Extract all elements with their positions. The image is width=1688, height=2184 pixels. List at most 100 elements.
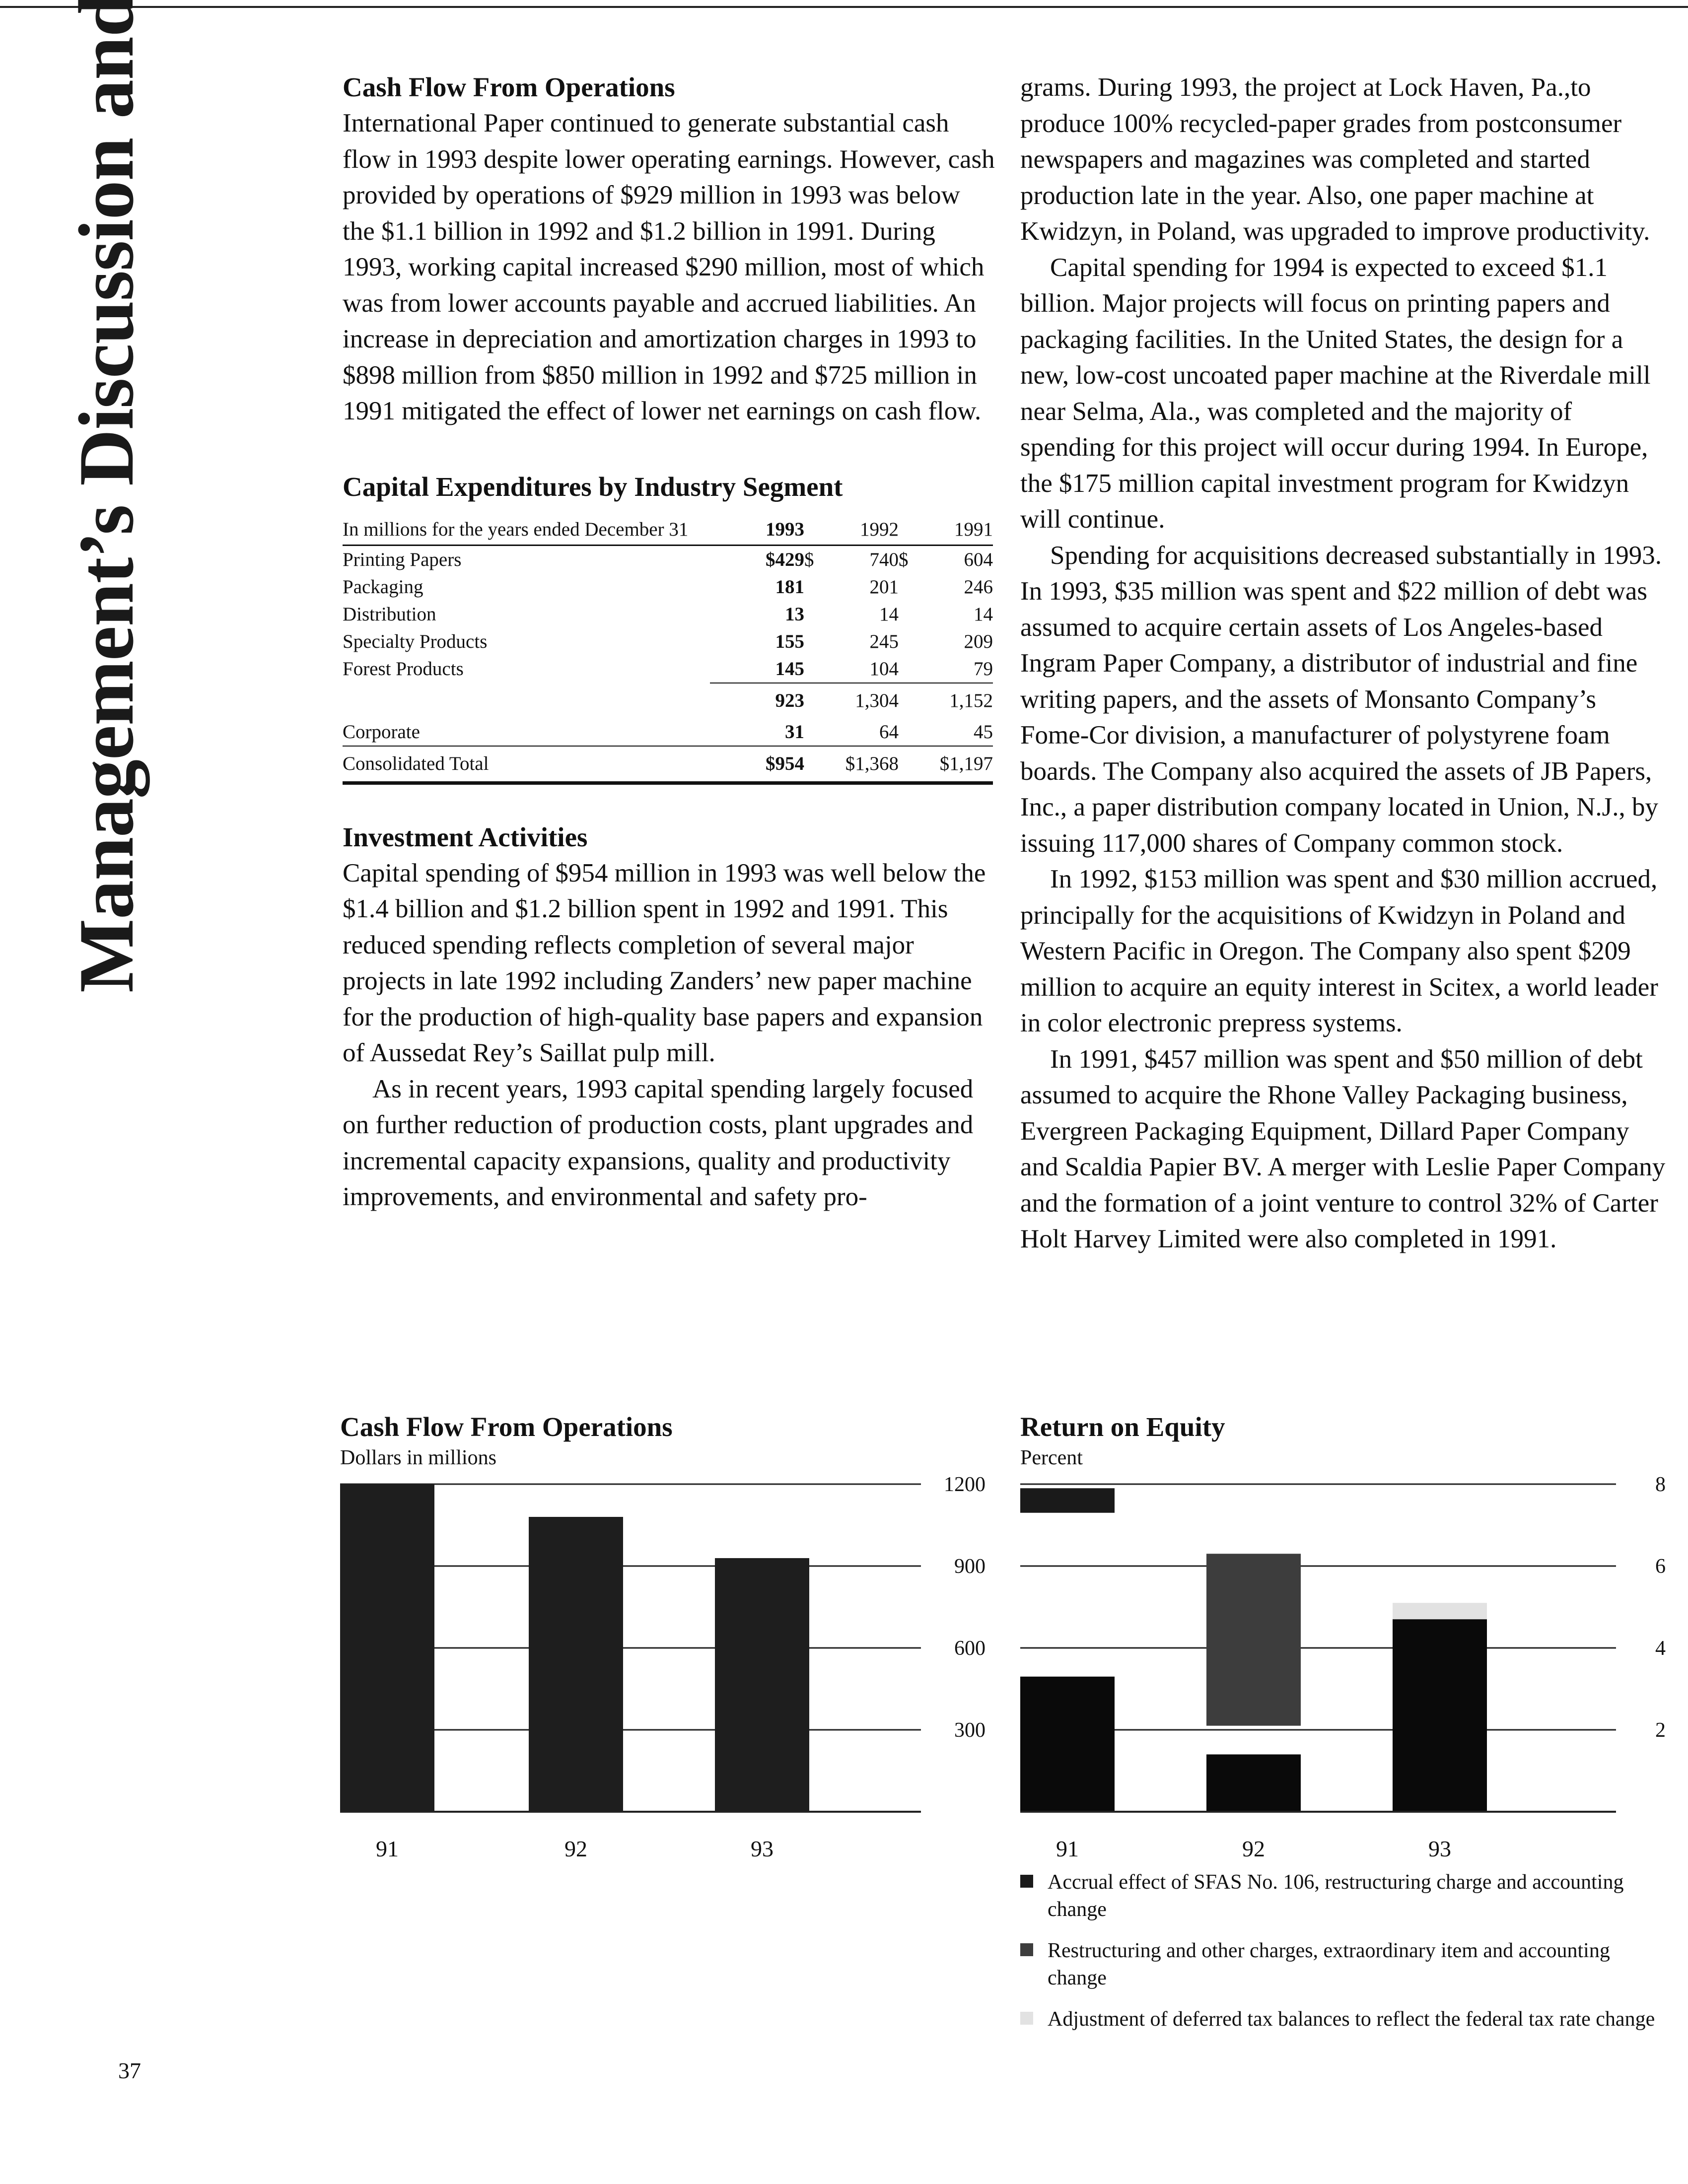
right-paragraph-1: grams. During 1993, the project at Lock … <box>1020 73 1650 246</box>
legend-label: Restructuring and other charges, extraor… <box>1048 1939 1610 1989</box>
bar-segment <box>1206 1554 1301 1726</box>
table-header-1991: 1991 <box>899 514 993 546</box>
legend-swatch <box>1020 2012 1033 2025</box>
investment-heading: Investment Activities <box>343 821 588 852</box>
left-column: Cash Flow From Operations International … <box>343 69 998 1215</box>
x-tick-label: 93 <box>751 1836 774 1861</box>
right-paragraph-3: Spending for acquisitions decreased subs… <box>1020 541 1662 858</box>
y-tick-label: 900 <box>954 1555 985 1578</box>
return-on-equity-chart-plot: 2 4 6 8 91 92 93 <box>1020 1474 1666 1861</box>
x-tick-label: 93 <box>1428 1836 1451 1861</box>
bar <box>529 1517 623 1812</box>
subtotal-label <box>343 683 710 718</box>
total-1993: $954 <box>710 745 804 785</box>
row-value-1991: 14 <box>974 603 993 625</box>
row-value-1991-number: 604 <box>964 548 993 570</box>
row-value-1992: 64 <box>879 721 899 743</box>
return-on-equity-chart: Return on Equity Percent 2 4 6 8 91 92 93 <box>1020 1410 1676 1866</box>
capex-table: In millions for the years ended December… <box>343 514 993 785</box>
table-header-1992: 1992 <box>804 514 899 546</box>
cash-flow-heading: Cash Flow From Operations <box>343 72 675 102</box>
y-tick-label: 300 <box>954 1719 985 1742</box>
row-value-1992-number: 740 <box>869 548 899 570</box>
cash-flow-paragraph: International Paper continued to generat… <box>343 109 995 425</box>
row-label: Corporate <box>343 721 420 743</box>
row-label: Distribution <box>343 603 436 625</box>
legend-label: Adjustment of deferred tax balances to r… <box>1048 2008 1655 2031</box>
y-tick-label: 1200 <box>944 1474 985 1496</box>
chart-subtitle: Dollars in millions <box>340 1446 496 1469</box>
x-tick-label: 92 <box>1242 1836 1265 1861</box>
section-sidebar-title: Management’s Discussion and Analysis <box>63 0 150 993</box>
roe-legend: Accrual effect of SFAS No. 106, restruct… <box>1020 1869 1666 2047</box>
total-1991: $1,197 <box>899 745 993 785</box>
row-value-1993: 31 <box>785 721 804 743</box>
chart-title: Cash Flow From Operations <box>340 1412 673 1442</box>
table-row: Packaging 181 201 246 <box>343 573 993 601</box>
table-row: Specialty Products 155 245 209 <box>343 628 993 655</box>
row-value-1993: 145 <box>775 658 805 680</box>
total-1992: $1,368 <box>804 745 899 785</box>
bar-segment <box>1393 1619 1487 1812</box>
legend-label: Accrual effect of SFAS No. 106, restruct… <box>1048 1871 1624 1921</box>
row-value-1993: 181 <box>775 576 805 598</box>
row-value-1991: 79 <box>974 658 993 680</box>
row-value-1991: 246 <box>964 576 993 598</box>
total-row: Consolidated Total $954 $1,368 $1,197 <box>343 745 993 785</box>
table-row: Distribution 13 14 14 <box>343 601 993 628</box>
total-label: Consolidated Total <box>343 745 710 785</box>
y-tick-label: 4 <box>1655 1637 1666 1660</box>
row-value-1993: $429 <box>766 548 804 570</box>
y-tick-label: 600 <box>954 1637 985 1660</box>
subtotal-row: 923 1,304 1,152 <box>343 682 993 718</box>
row-value-1992: $740 <box>804 545 899 573</box>
row-value-1993: 13 <box>785 603 804 625</box>
investment-paragraph-2: As in recent years, 1993 capital spendin… <box>343 1074 974 1212</box>
bar-segment <box>1020 1488 1115 1513</box>
legend-item: Adjustment of deferred tax balances to r… <box>1020 2006 1666 2033</box>
bar-segment <box>1020 1676 1115 1812</box>
row-label: Forest Products <box>343 658 464 680</box>
x-tick-label: 92 <box>564 1836 587 1861</box>
subtotal-1991: 1,152 <box>899 682 993 718</box>
legend-item: Accrual effect of SFAS No. 106, restruct… <box>1020 1869 1666 1923</box>
table-header-row: In millions for the years ended December… <box>343 514 993 546</box>
row-value-1991: 209 <box>964 630 993 652</box>
subtotal-1992: 1,304 <box>804 682 899 718</box>
right-paragraph-4: In 1992, $153 million was spent and $30 … <box>1020 865 1658 1037</box>
row-value-1992: 14 <box>879 603 899 625</box>
row-value-1992: 245 <box>869 630 899 652</box>
row-value-1991: $604 <box>899 545 993 573</box>
row-label: Specialty Products <box>343 630 488 652</box>
x-tick-label: 91 <box>376 1836 399 1861</box>
legend-swatch <box>1020 1875 1033 1888</box>
y-tick-label: 8 <box>1655 1474 1666 1496</box>
bar <box>715 1558 809 1812</box>
currency-symbol: $ <box>804 548 814 570</box>
row-label: Printing Papers <box>343 548 462 570</box>
legend-swatch <box>1020 1943 1033 1956</box>
bar-segment <box>1393 1603 1487 1620</box>
row-value-1993: 155 <box>775 630 805 652</box>
table-header-label: In millions for the years ended December… <box>343 514 710 546</box>
chart-subtitle: Percent <box>1020 1446 1083 1469</box>
cash-flow-chart-plot: 300 600 900 1200 91 92 93 <box>340 1474 985 1861</box>
row-label: Packaging <box>343 576 423 598</box>
table-row: Printing Papers $429 $740 $604 <box>343 545 993 573</box>
y-tick-label: 6 <box>1655 1555 1666 1578</box>
chart-title: Return on Equity <box>1020 1412 1225 1442</box>
right-paragraph-2: Capital spending for 1994 is expected to… <box>1020 253 1651 534</box>
table-header-1993: 1993 <box>710 514 804 546</box>
top-rule <box>0 6 1688 8</box>
corporate-row: Corporate 31 64 45 <box>343 718 993 746</box>
table-row: Forest Products 145 104 79 <box>343 655 993 683</box>
page-number: 37 <box>118 2058 141 2083</box>
investment-paragraph-1: Capital spending of $954 million in 1993… <box>343 858 986 1068</box>
right-column: grams. During 1993, the project at Lock … <box>1020 69 1671 1257</box>
x-tick-label: 91 <box>1056 1836 1079 1861</box>
row-value-1992: 201 <box>869 576 899 598</box>
row-value-1992: 104 <box>869 658 899 680</box>
row-value-1991: 45 <box>974 721 993 743</box>
right-paragraph-5: In 1991, $457 million was spent and $50 … <box>1020 1044 1666 1254</box>
y-tick-label: 2 <box>1655 1719 1666 1742</box>
